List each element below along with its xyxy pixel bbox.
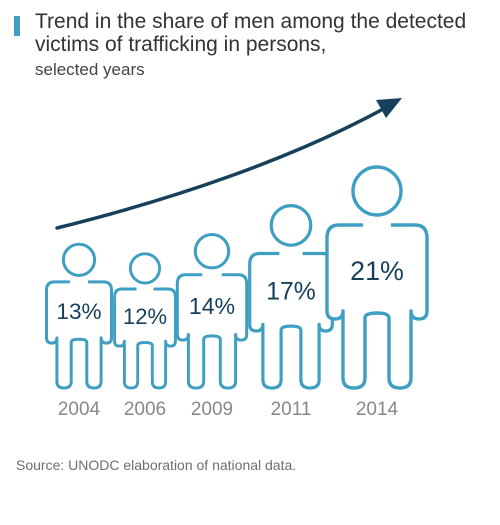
figures: 13% 12% 14% 17% 21% <box>45 165 429 390</box>
figure-2004: 13% <box>45 242 113 390</box>
figure-2009: 14% <box>175 233 249 390</box>
trend-arrow <box>55 98 402 230</box>
figure-head <box>351 165 403 217</box>
year-label: 2011 <box>271 399 312 420</box>
figure-body <box>248 251 334 390</box>
figure-2006: 12% <box>113 252 177 390</box>
chart-title: Trend in the share of men among the dete… <box>35 10 467 56</box>
value-label: 13% <box>56 299 101 324</box>
figure-2014: 21% <box>325 165 429 390</box>
figure-body <box>113 287 177 390</box>
figure-2011: 17% <box>248 203 334 390</box>
year-label: 2004 <box>58 399 101 420</box>
year-label: 2014 <box>356 399 399 420</box>
figure-body <box>175 273 249 390</box>
source-note: Source: UNODC elaboration of national da… <box>16 457 297 473</box>
year-label: 2006 <box>124 399 166 420</box>
year-labels: 2004 2006 2009 2011 2014 <box>58 399 399 420</box>
figure-head <box>193 233 231 270</box>
figure-body <box>325 223 429 390</box>
trend-arrow-line <box>55 106 387 230</box>
year-label: 2009 <box>191 399 233 420</box>
trend-arrow-head <box>376 98 402 118</box>
value-label: 17% <box>266 279 315 306</box>
value-label: 12% <box>123 304 167 329</box>
title-accent-bar <box>14 16 20 36</box>
chart-subtitle: selected years <box>35 60 145 79</box>
value-label: 14% <box>189 293 235 319</box>
figure-head <box>128 252 162 285</box>
figure-head <box>269 203 313 247</box>
value-label: 21% <box>350 256 404 286</box>
figure-head <box>61 242 97 277</box>
figure-body <box>45 280 113 390</box>
pictograph-chart: 13% 12% 14% 17% 21% 2004 2006 2009 2011 2014 <box>45 98 429 420</box>
